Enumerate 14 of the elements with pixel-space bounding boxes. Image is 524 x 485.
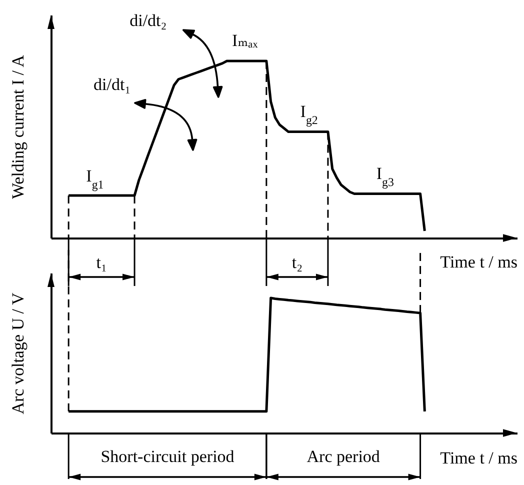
y-axis-title: Arc voltage U / V bbox=[8, 292, 28, 414]
y-axis-title: Welding current I / A bbox=[8, 54, 28, 200]
text: di/dt₂ bbox=[130, 11, 167, 30]
x-axis-title: Time t / ms bbox=[440, 252, 518, 272]
text: t₂ bbox=[292, 253, 303, 272]
annotation: I$_{g1}$ bbox=[86, 166, 104, 192]
annotation: di/dt₁ bbox=[94, 75, 131, 94]
annotation: I$_{g3}$ bbox=[376, 164, 394, 189]
text: t₁ bbox=[96, 253, 107, 272]
x-axis-title: Time t / ms bbox=[440, 448, 518, 468]
annotation: I$_{g2}$ bbox=[300, 102, 318, 127]
text: Arc period bbox=[306, 447, 380, 466]
text: Short-circuit period bbox=[100, 447, 235, 466]
annotation: Iₘₐₓ bbox=[232, 31, 258, 50]
